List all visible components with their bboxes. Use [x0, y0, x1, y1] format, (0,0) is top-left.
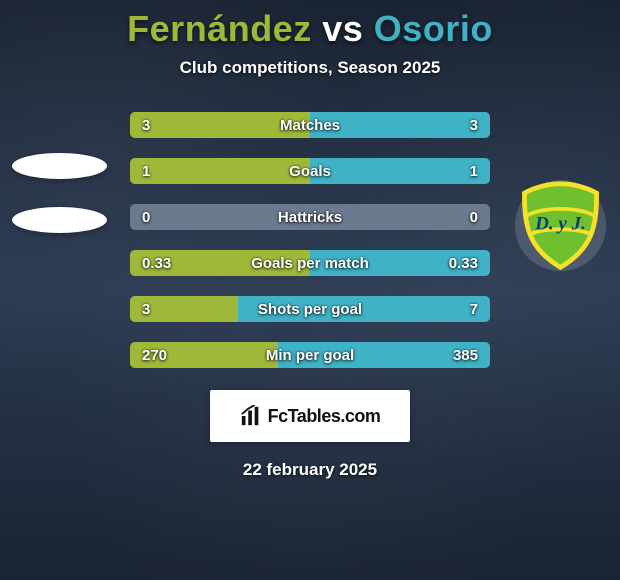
stat-left-value: 3	[142, 296, 150, 322]
stat-left-value: 0	[142, 204, 150, 230]
stat-right-value: 1	[470, 158, 478, 184]
stat-fill-right	[310, 158, 490, 184]
stat-fill-left	[130, 112, 310, 138]
stat-row: 0 0Hattricks	[130, 204, 490, 230]
infographic: Fernández vs Osorio Club competitions, S…	[0, 0, 620, 580]
player1-badge-2	[12, 172, 107, 267]
player1-name: Fernández	[127, 8, 312, 49]
source-badge: FcTables.com	[210, 390, 410, 442]
stat-right-value: 3	[470, 112, 478, 138]
source-text: FcTables.com	[268, 406, 381, 427]
stat-left-value: 0.33	[142, 250, 171, 276]
stat-row: 11Goals	[130, 158, 490, 184]
stat-fill-right	[238, 296, 490, 322]
stat-row: 33Matches	[130, 112, 490, 138]
headline: Fernández vs Osorio	[0, 8, 620, 50]
chart-icon	[240, 405, 262, 427]
stat-label: Hattricks	[130, 204, 490, 230]
subtitle: Club competitions, Season 2025	[0, 58, 620, 78]
stats-table: 33Matches11Goals00Hattricks0.330.33Goals…	[130, 112, 490, 368]
shield-icon: D. y J.	[513, 178, 608, 273]
player2-name: Osorio	[374, 8, 493, 49]
stat-left-value: 270	[142, 342, 167, 368]
stat-right-value: 385	[453, 342, 478, 368]
player2-club-badge: D. y J.	[513, 178, 608, 273]
stat-right-value: 0.33	[449, 250, 478, 276]
ellipse-icon	[12, 207, 107, 233]
stat-left-value: 3	[142, 112, 150, 138]
svg-text:D. y J.: D. y J.	[534, 213, 586, 234]
stat-row: 0.330.33Goals per match	[130, 250, 490, 276]
date: 22 february 2025	[0, 460, 620, 480]
stat-fill-right	[310, 112, 490, 138]
vs-text: vs	[322, 8, 363, 49]
stat-right-value: 7	[470, 296, 478, 322]
stat-row: 37Shots per goal	[130, 296, 490, 322]
stat-left-value: 1	[142, 158, 150, 184]
stat-fill-left	[130, 158, 310, 184]
stat-row: 270385Min per goal	[130, 342, 490, 368]
stat-right-value: 0	[470, 204, 478, 230]
